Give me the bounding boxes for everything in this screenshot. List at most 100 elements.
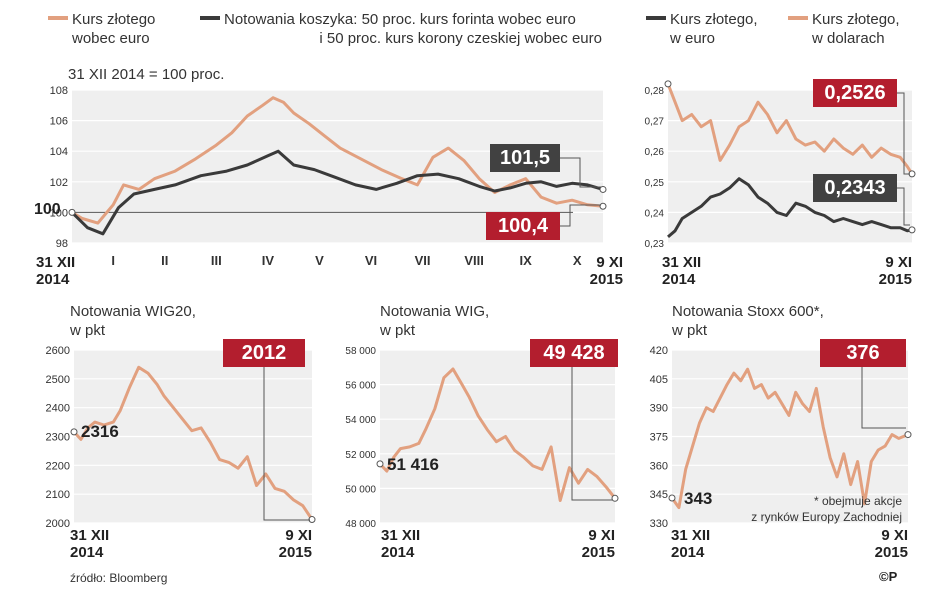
series-line-5-0: [670, 367, 909, 510]
legend-usd: Kurs złotego, w dolarach: [788, 10, 900, 48]
y-tick-label-1-0: 98: [56, 238, 68, 250]
y-tick-label-5-5: 405: [650, 374, 668, 386]
chart4-x-end-l1: 9 XI: [588, 527, 615, 544]
connector-zloty: [560, 204, 601, 227]
end-point-5-0: [904, 431, 912, 439]
y-tick-label-5-2: 360: [650, 460, 668, 472]
chart2-plot: 0,23 0,24 0,25 0,26 0,27 0,28: [645, 80, 916, 250]
legend-swatch-eur: [646, 16, 666, 21]
chart2-x-end-l2: 2015: [878, 271, 912, 288]
series-line-1-1: [70, 149, 604, 236]
chart3-x-start-l2: 2014: [70, 544, 104, 561]
start-point-2: [664, 80, 672, 88]
chart4-title-l2: w pkt: [380, 322, 416, 339]
chart1-x-end: 9 XI 2015: [583, 254, 623, 288]
chart4-start-label: 51 416: [387, 455, 439, 474]
legend-usd-label-l1: Kurs złotego,: [812, 11, 900, 28]
chart1-label-zloty: 100,4: [486, 212, 560, 240]
chart5-title-l1: Notowania Stoxx 600*,: [672, 303, 824, 320]
y-tick-label-5-4: 390: [650, 403, 668, 415]
connector-wig20: [263, 367, 310, 521]
chart3-title-l1: Notowania WIG20,: [70, 303, 196, 320]
x-month-label-9: IX: [520, 253, 533, 268]
chart3-start-label: 2316: [81, 422, 119, 441]
chart1-base-label: 100: [34, 201, 61, 218]
x-month-label-7: VII: [415, 253, 431, 268]
y-tick-label-3-1: 2100: [46, 489, 70, 501]
chart1-x-start-l2: 2014: [36, 271, 70, 288]
chart4-end-label: 49 428: [530, 339, 618, 367]
connector-basket: [560, 157, 601, 188]
y-tick-label-2-4: 0,27: [645, 117, 665, 128]
x-month-label-3: III: [211, 253, 222, 268]
y-tick-label-5-1: 345: [650, 489, 668, 501]
y-tick-label-2-0: 0,23: [645, 239, 665, 250]
y-tick-label-3-6: 2600: [46, 345, 70, 357]
copyright-mark: ©P: [879, 569, 898, 584]
legend-swatch-usd: [788, 16, 808, 21]
chart5-plot: 330 345 360 375 390 405 420: [650, 345, 912, 530]
end-point-1-1: [599, 185, 607, 193]
connector-wig: [571, 367, 613, 501]
chart2-label-usd: 0,2526: [813, 79, 897, 107]
chart3-x-start: 31 XII 2014: [70, 527, 109, 561]
chart3-title-l2: w pkt: [70, 322, 106, 339]
y-tick-label-5-6: 420: [650, 345, 668, 357]
chart4-x-end: 9 XI 2015: [575, 527, 615, 561]
chart3-x-end: 9 XI 2015: [272, 527, 312, 561]
legend-eur-label-l2: w euro: [670, 30, 716, 47]
chart3-end-label: 2012: [223, 339, 305, 367]
x-month-label-5: V: [315, 253, 324, 268]
y-tick-label-3-0: 2000: [46, 518, 70, 530]
y-tick-label-5-0: 330: [650, 518, 668, 530]
chart4-title-l1: Notowania WIG,: [380, 303, 490, 320]
y-tick-label-3-3: 2300: [46, 432, 70, 444]
x-month-label-10: X: [573, 253, 582, 268]
start-point-3: [70, 428, 78, 436]
end-point-2-1: [908, 226, 916, 234]
connector-usd: [897, 92, 910, 175]
chart1-subtitle: 31 XII 2014 = 100 proc.: [68, 66, 225, 83]
chart2-label-eur: 0,2343: [813, 174, 897, 202]
x-month-label-2: II: [161, 253, 168, 268]
x-month-label-6: VI: [365, 253, 377, 268]
legend-basket-label-l1: Notowania koszyka: 50 proc. kurs forinta…: [224, 11, 576, 28]
y-tick-label-1-2: 102: [50, 177, 68, 189]
chart1-x-start: 31 XII 2014: [36, 254, 75, 288]
legend-swatch-zloty: [48, 16, 68, 21]
chart4-x-start-l1: 31 XII: [381, 527, 421, 544]
chart5-x-start-l2: 2014: [671, 544, 705, 561]
chart2-x-end: 9 XI 2015: [872, 254, 912, 288]
legend-basket-label-l2: i 50 proc. kurs korony czeskiej wobec eu…: [319, 30, 602, 47]
series-line-2-1: [667, 177, 913, 239]
chart1-label-basket: 101,5: [490, 144, 560, 172]
y-tick-label-2-5: 0,28: [645, 86, 665, 97]
chart2-x-start-l2: 2014: [662, 271, 696, 288]
chart5-title: Notowania Stoxx 600*, w pkt: [672, 302, 824, 340]
chart4-x-start-l2: 2014: [381, 544, 415, 561]
y-tick-label-3-5: 2500: [46, 374, 70, 386]
legend-usd-label-l2: w dolarach: [812, 30, 885, 47]
start-point-1: [68, 208, 76, 216]
connector-stoxx: [861, 367, 906, 429]
plot-background-2: [668, 90, 912, 243]
chart5-note-l2: z rynków Europy Zachodniej: [751, 510, 902, 524]
chart1-x-end-l2: 2015: [589, 271, 623, 288]
chart4-x-end-l2: 2015: [581, 544, 615, 561]
x-month-label-8: VIII: [464, 253, 484, 268]
chart4-plot: 48 000 50 000 52 000 54 000 56 000 58 000: [345, 346, 619, 530]
chart3-x-end-l1: 9 XI: [285, 527, 312, 544]
chart5-x-end: 9 XI 2015: [868, 527, 908, 561]
y-tick-label-3-4: 2400: [46, 403, 70, 415]
legend-eur: Kurs złotego, w euro: [646, 10, 758, 48]
y-tick-label-4-1: 50 000: [345, 484, 376, 495]
x-month-label-1: I: [111, 253, 115, 268]
y-tick-label-5-3: 375: [650, 432, 668, 444]
y-tick-label-2-2: 0,25: [645, 178, 665, 189]
y-tick-label-1-4: 106: [50, 116, 68, 128]
chart5-title-l2: w pkt: [672, 322, 708, 339]
series-line-4-0: [378, 367, 617, 502]
plot-background-4: [380, 350, 615, 523]
y-tick-label-4-2: 52 000: [345, 450, 376, 461]
